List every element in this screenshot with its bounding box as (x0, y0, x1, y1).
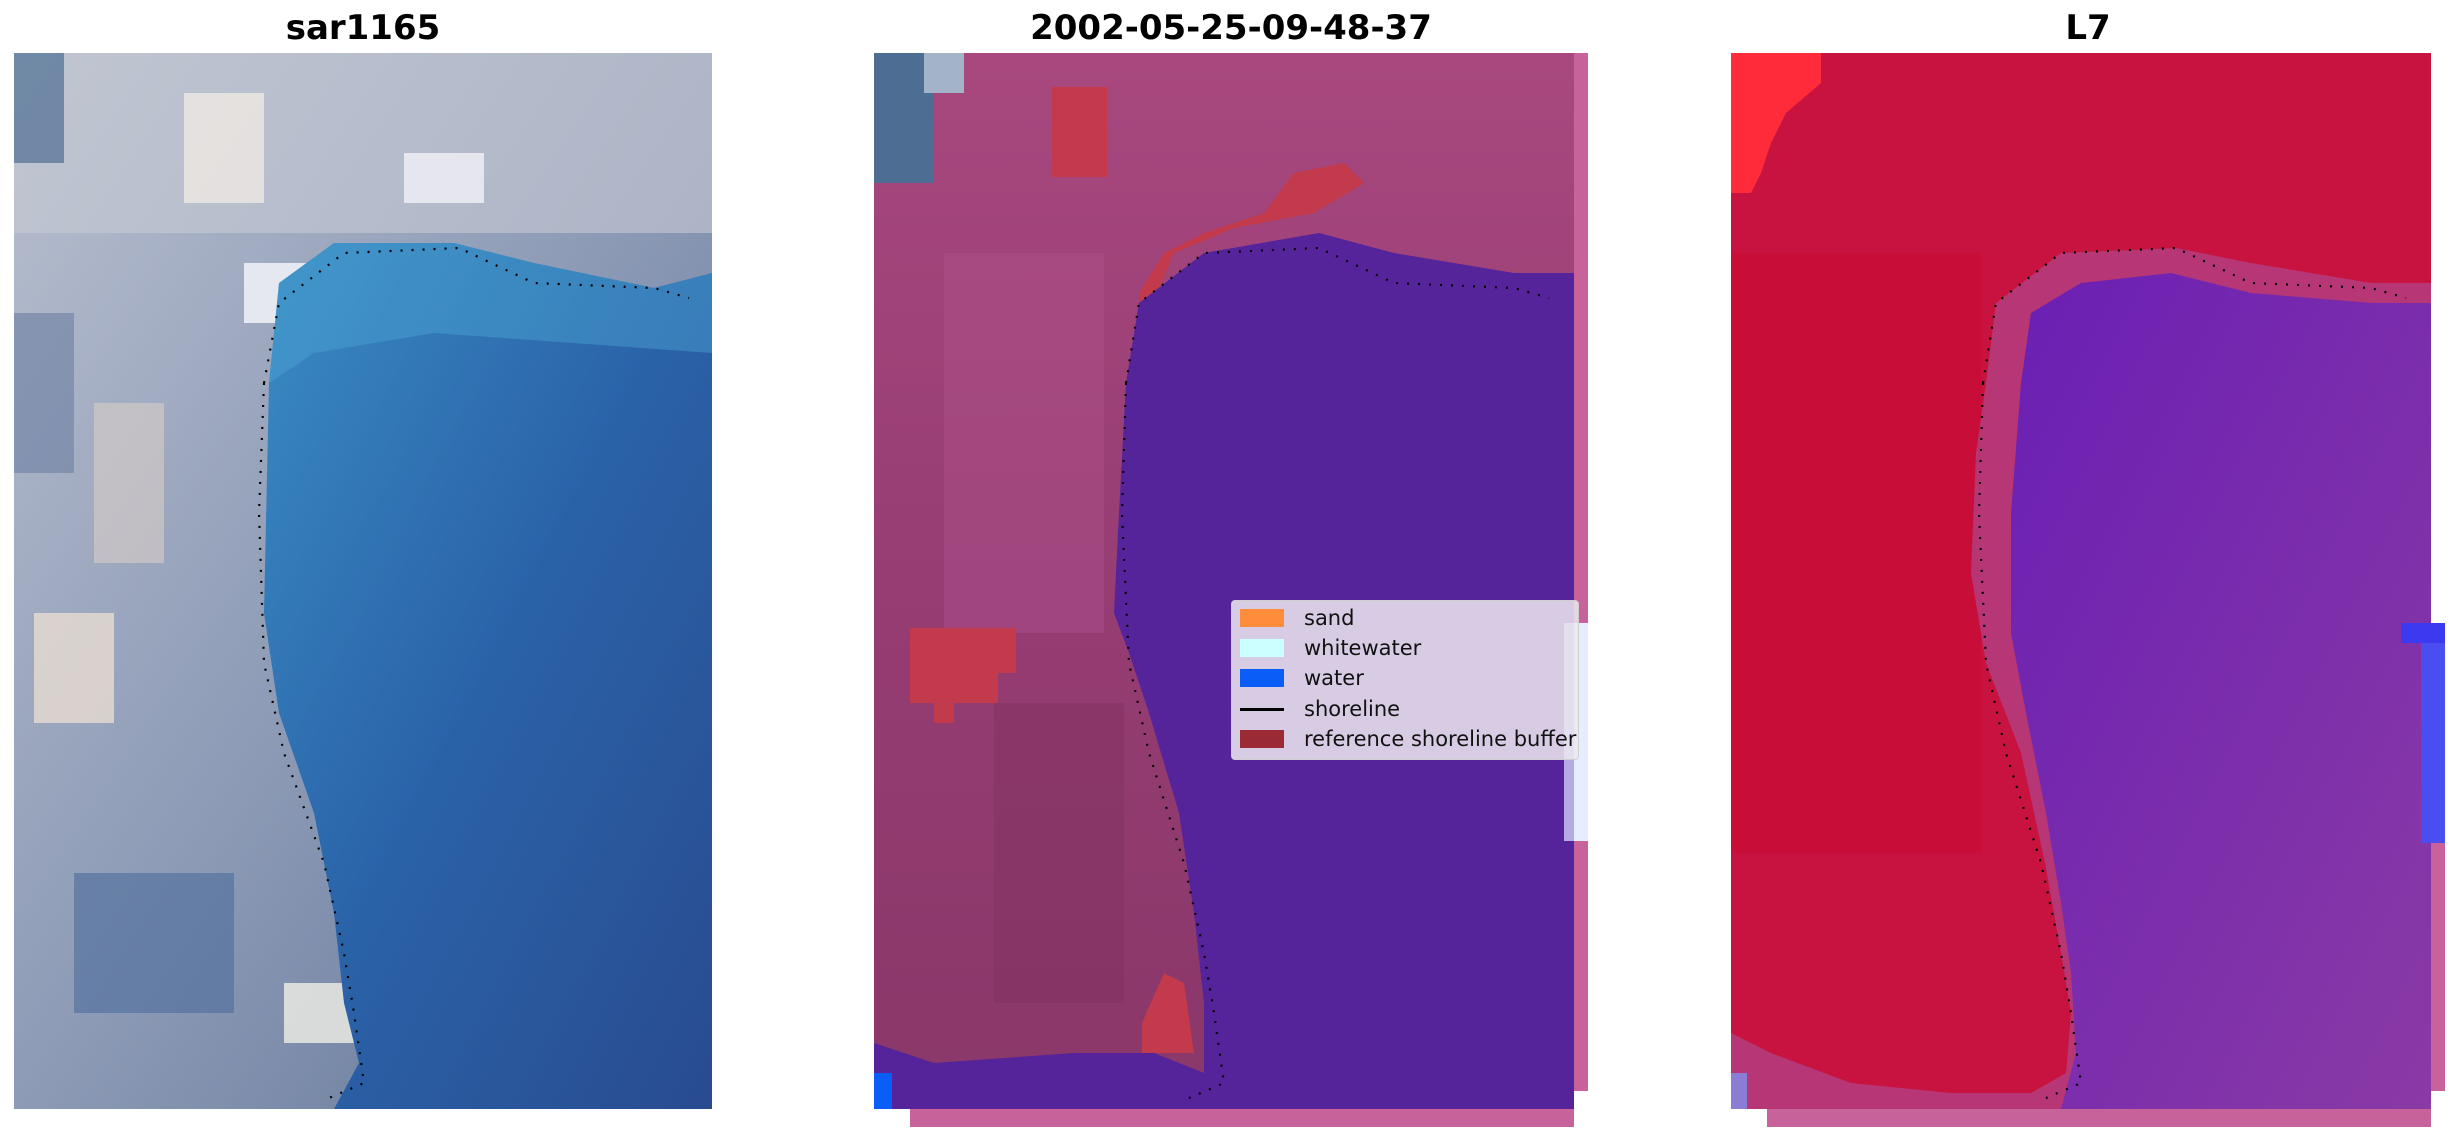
legend-item-water: water (1240, 663, 1364, 693)
classified-water-area (874, 233, 1574, 1109)
legend-label: water (1304, 666, 1364, 690)
legend-item-shoreline: shoreline (1240, 694, 1400, 724)
whitewater-swatch (1240, 639, 1284, 657)
legend-label: shoreline (1304, 697, 1401, 721)
sand-swatch (1240, 609, 1284, 627)
reference-buffer-swatch (1240, 730, 1284, 748)
index-water-area (2011, 273, 2431, 1109)
index-image (1731, 53, 2445, 1127)
legend: sand whitewater water shoreline referenc… (1231, 600, 1579, 760)
water-swatch (1240, 669, 1284, 687)
legend-item-sand: sand (1240, 603, 1354, 633)
panel-title-rgb: sar1165 (285, 8, 441, 48)
legend-label: reference shoreline buffer (1304, 727, 1577, 751)
legend-label: sand (1304, 606, 1355, 630)
shoreline-swatch (1240, 707, 1284, 711)
panel-title-classified: 2002-05-25-09-48-37 (1030, 8, 1432, 48)
legend-item-whitewater: whitewater (1240, 633, 1421, 663)
buffer-patch (1052, 87, 1107, 177)
index-image-panel (1731, 53, 2445, 1127)
rgb-image (14, 53, 712, 1109)
classified-image-panel (874, 53, 1588, 1127)
legend-item-reference-buffer: reference shoreline buffer (1240, 724, 1576, 754)
rgb-image-panel (14, 53, 712, 1109)
legend-label: whitewater (1304, 636, 1422, 660)
classified-image (874, 53, 1588, 1127)
panel-title-index: L7 (2065, 8, 2111, 48)
rgb-water-area (264, 243, 712, 1109)
